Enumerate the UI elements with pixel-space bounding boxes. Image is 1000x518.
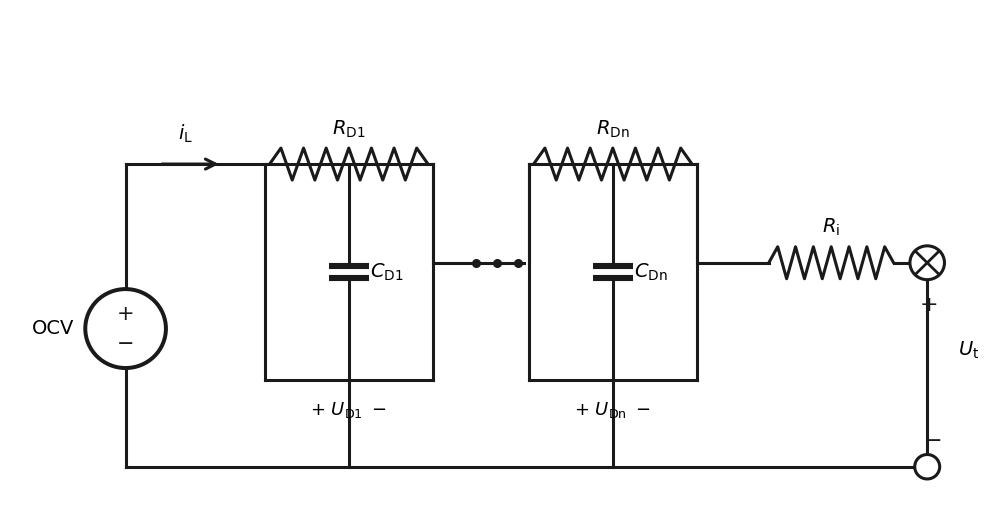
Text: +: + [920,295,938,315]
Circle shape [915,454,940,479]
Text: $+\ U_\mathrm{Dn}\ -$: $+\ U_\mathrm{Dn}\ -$ [574,400,651,420]
Text: $R_\mathrm{D1}$: $R_\mathrm{D1}$ [332,118,366,140]
Text: $C_\mathrm{Dn}$: $C_\mathrm{Dn}$ [634,262,668,283]
Text: +: + [117,304,134,324]
Text: $+\ U_\mathrm{D1}\ -$: $+\ U_\mathrm{D1}\ -$ [310,400,387,420]
Text: $-$: $-$ [923,428,941,449]
Text: −: − [117,334,134,354]
Text: $R_\mathrm{Dn}$: $R_\mathrm{Dn}$ [596,118,630,140]
Text: OCV: OCV [31,319,74,338]
Text: $U_\mathrm{t}$: $U_\mathrm{t}$ [958,340,979,361]
Text: $C_\mathrm{D1}$: $C_\mathrm{D1}$ [370,262,403,283]
Circle shape [910,246,944,280]
Text: $R_\mathrm{i}$: $R_\mathrm{i}$ [822,217,840,238]
Text: $i_\mathrm{L}$: $i_\mathrm{L}$ [178,123,193,145]
